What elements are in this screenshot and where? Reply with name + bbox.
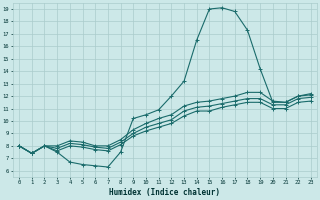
X-axis label: Humidex (Indice chaleur): Humidex (Indice chaleur) bbox=[109, 188, 220, 197]
